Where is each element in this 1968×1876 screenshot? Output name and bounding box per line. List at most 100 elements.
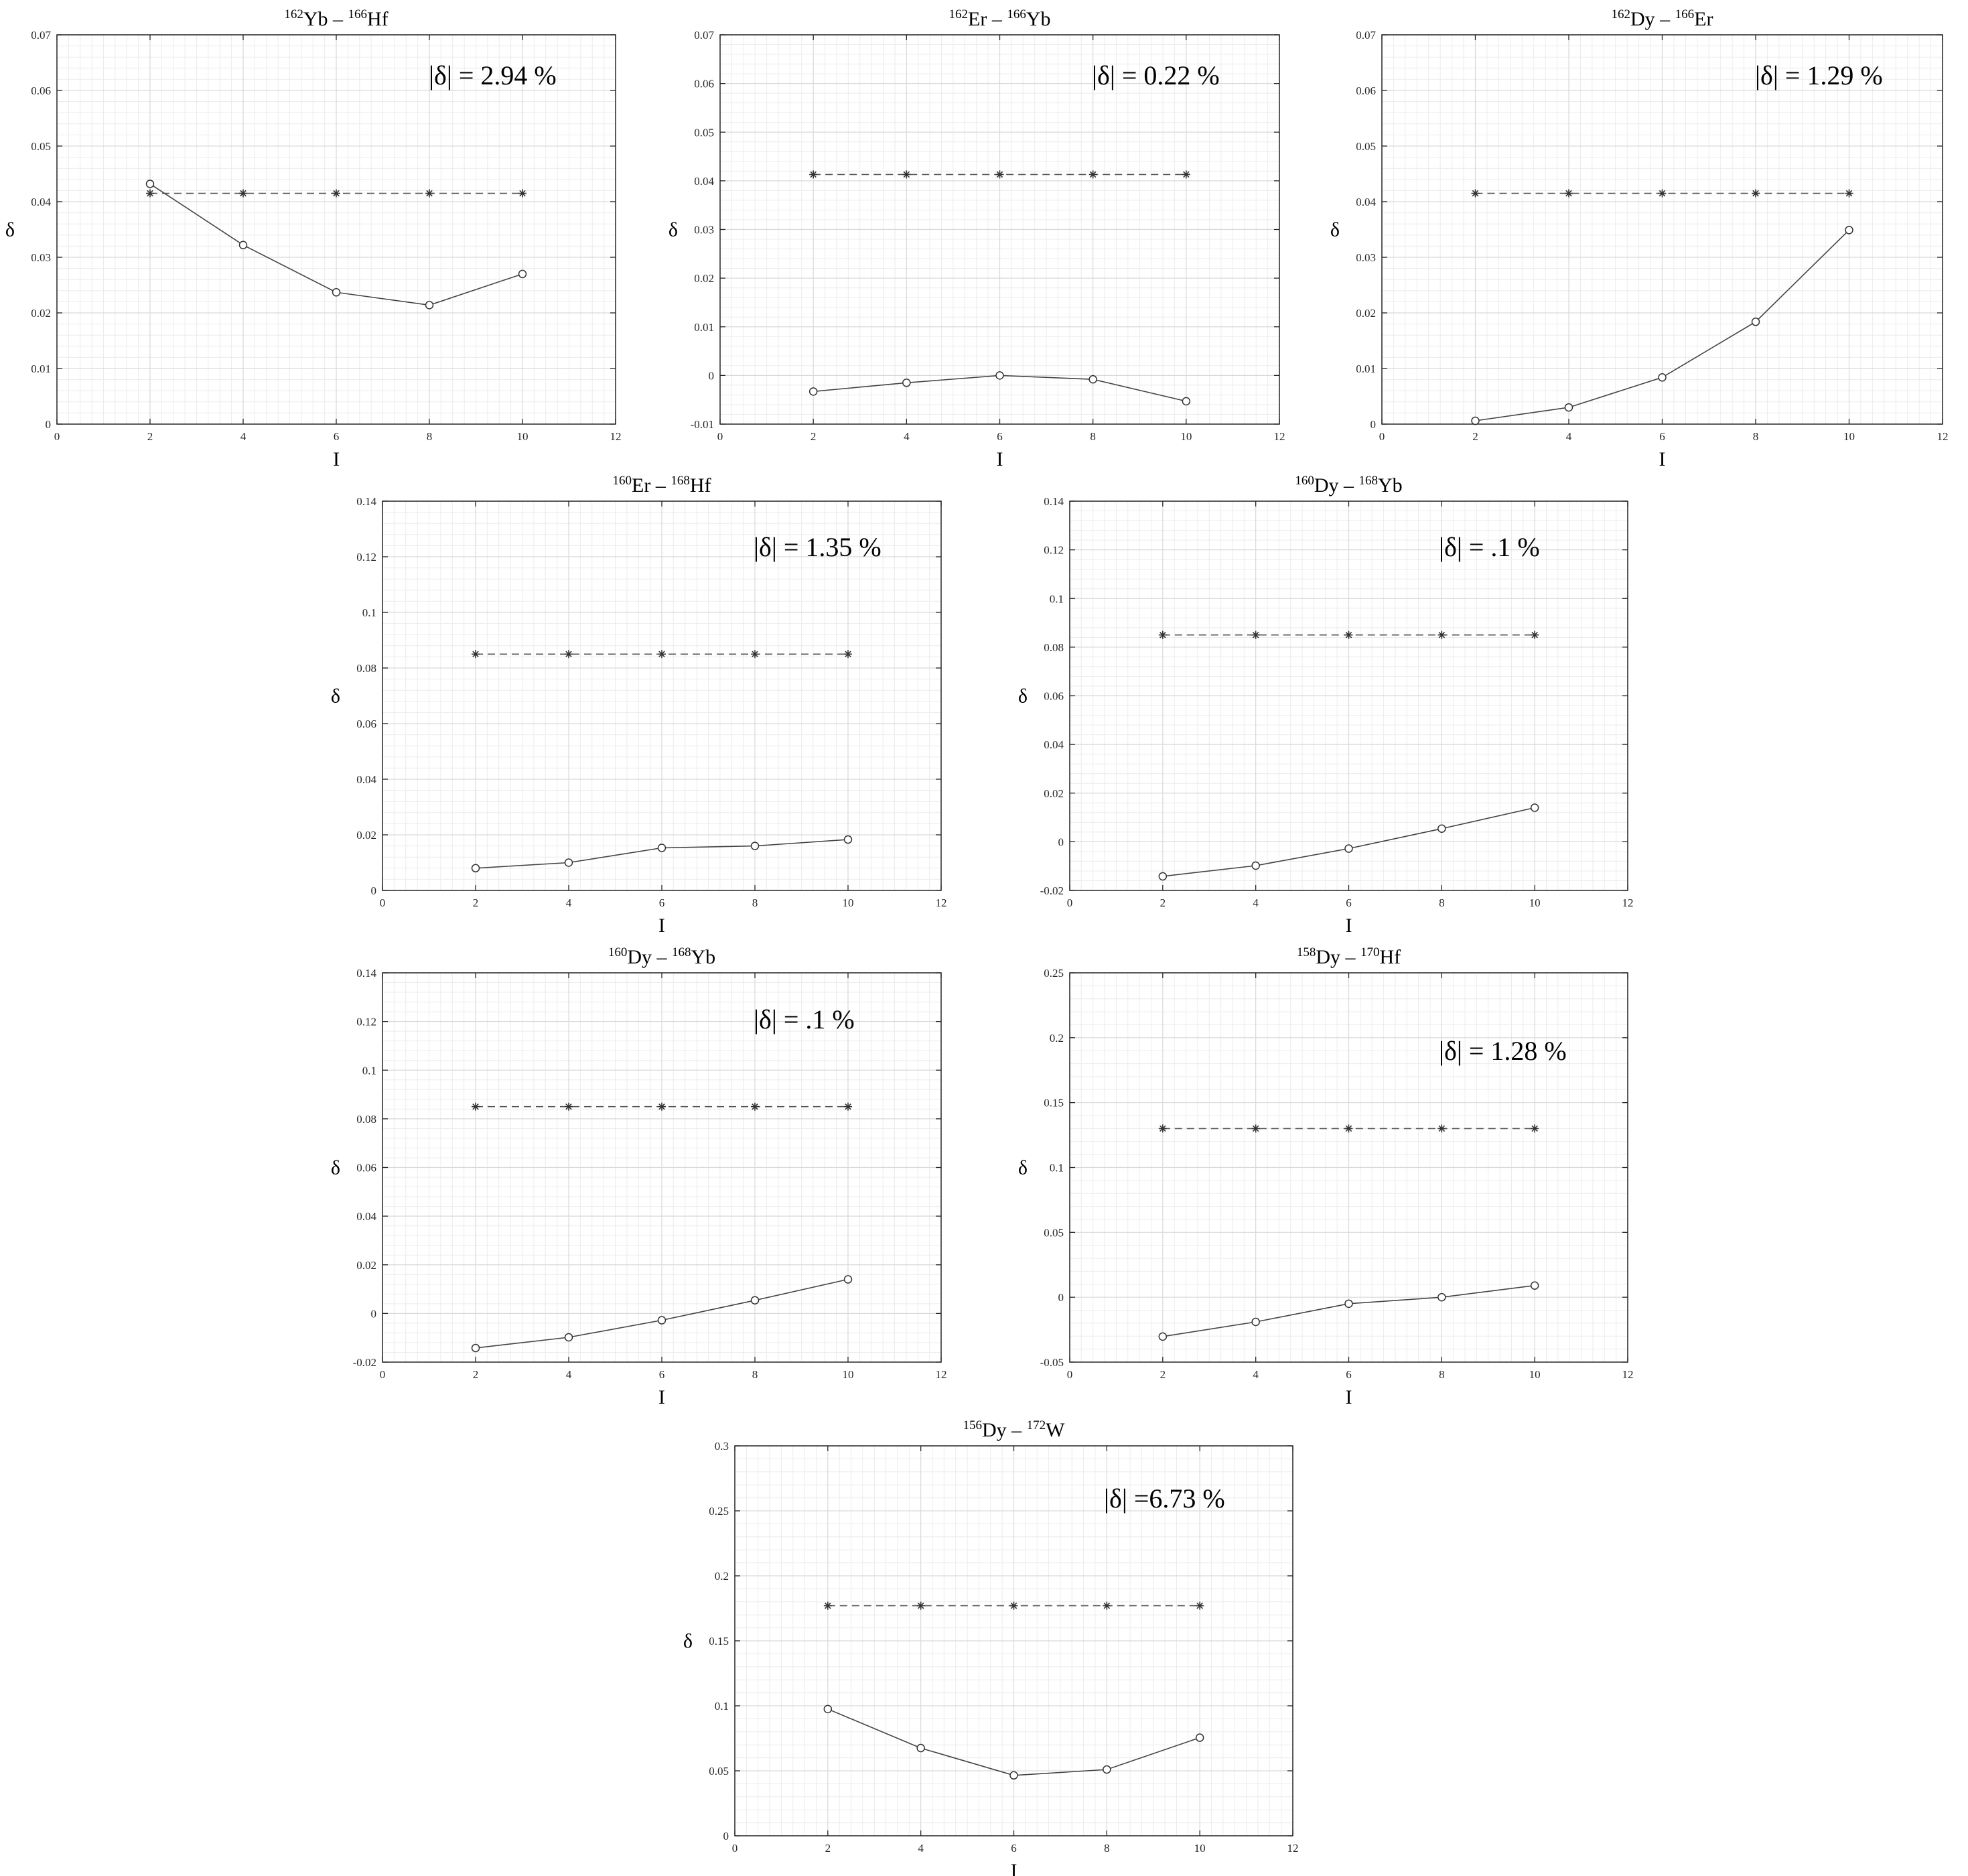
x-tick-label: 2: [147, 430, 153, 443]
star-marker: [751, 650, 759, 659]
x-tick-label: 6: [334, 430, 340, 443]
x-tick-label: 2: [811, 430, 817, 443]
x-tick-label: 0: [380, 896, 386, 909]
y-tick-label: 0.02: [694, 272, 714, 285]
y-tick-label: -0.02: [1040, 884, 1064, 897]
y-tick-label: 0.25: [709, 1505, 729, 1518]
y-tick-label: 0.03: [1356, 251, 1376, 264]
y-tick-label: 0: [723, 1830, 729, 1842]
x-tick-label: 12: [1937, 430, 1949, 443]
star-marker: [1437, 630, 1446, 639]
star-marker: [809, 170, 818, 179]
circle-marker: [1344, 1299, 1353, 1309]
y-tick-label: 0.05: [1356, 140, 1376, 153]
circle-marker: [145, 180, 155, 188]
x-tick-label: 12: [1622, 896, 1634, 909]
star-marker: [1565, 189, 1573, 198]
x-tick-label: 4: [918, 1842, 924, 1855]
star-marker: [658, 1102, 666, 1111]
y-tick-label: 0.05: [31, 140, 51, 153]
y-axis-label: δ: [683, 1630, 693, 1652]
x-tick-label: 0: [1379, 430, 1385, 443]
star-marker: [1182, 170, 1190, 179]
x-tick-label: 0: [1067, 896, 1073, 909]
x-tick-label: 4: [240, 430, 247, 443]
star-marker: [518, 189, 526, 198]
x-tick-label: 10: [1180, 430, 1192, 443]
star-marker: [565, 1102, 573, 1111]
y-tick-label: 0.01: [1356, 362, 1376, 375]
y-tick-label: 0.06: [356, 1162, 376, 1175]
circle-marker: [916, 1743, 925, 1753]
x-tick-label: 0: [380, 1368, 386, 1381]
circle-marker: [809, 387, 818, 396]
star-marker: [1531, 630, 1539, 639]
y-tick-label: -0.02: [353, 1356, 376, 1369]
circle-marker: [1158, 872, 1168, 881]
y-tick-label: 0.05: [1044, 1226, 1064, 1239]
star-marker: [239, 189, 247, 198]
series-reference: [146, 189, 526, 198]
y-tick-label: 0.02: [356, 829, 376, 842]
y-tick-label: 0.2: [1050, 1032, 1064, 1045]
y-axis-label: δ: [331, 685, 340, 708]
star-marker: [844, 1102, 852, 1111]
y-tick-label: 0.1: [362, 606, 376, 619]
star-marker: [332, 189, 340, 198]
delta-annotation: |δ| = 1.28 %: [1439, 1036, 1567, 1066]
circle-marker: [332, 288, 341, 297]
y-tick-label: 0.08: [356, 1113, 376, 1126]
delta-annotation: |δ| = 1.29 %: [1755, 60, 1883, 90]
y-tick-label: 0.01: [694, 321, 714, 334]
circle-marker: [750, 842, 760, 850]
x-tick-label: 12: [936, 1368, 947, 1381]
circle-marker: [518, 269, 527, 279]
series-calculated: [1471, 226, 1853, 425]
y-tick-label: 0.12: [1044, 544, 1064, 557]
star-marker: [1531, 1124, 1539, 1133]
x-tick-label: 4: [1566, 430, 1572, 443]
y-tick-label: 0: [1058, 1291, 1064, 1304]
chart-title: 160Dy – 168Yb: [1295, 474, 1402, 496]
circle-marker: [1182, 397, 1191, 406]
x-tick-label: 4: [566, 1368, 572, 1381]
y-tick-label: 0.1: [362, 1064, 376, 1077]
x-tick-label: 12: [610, 430, 622, 443]
series-calculated: [145, 180, 527, 310]
y-axis-label: δ: [1330, 219, 1340, 241]
y-tick-label: 0.03: [31, 251, 51, 264]
circle-marker: [843, 835, 853, 844]
circle-marker: [1437, 1292, 1446, 1302]
circle-marker: [1158, 1332, 1168, 1341]
series-reference: [472, 650, 852, 659]
x-tick-label: 8: [1753, 430, 1759, 443]
delta-annotation: |δ| = .1 %: [1439, 532, 1540, 562]
circle-marker: [238, 241, 248, 249]
delta-annotation: |δ| = 1.35 %: [754, 532, 882, 562]
y-tick-label: 0.06: [31, 84, 51, 97]
x-tick-label: 6: [1011, 1842, 1017, 1855]
y-tick-label: 0.03: [694, 224, 714, 237]
series-reference: [1158, 630, 1539, 639]
y-axis-label: δ: [5, 219, 15, 241]
chart-title: 156Dy – 172W: [963, 1418, 1066, 1441]
x-axis-label: I: [658, 915, 665, 937]
y-tick-label: 0.25: [1044, 967, 1064, 980]
y-tick-label: 0.1: [1050, 592, 1064, 605]
circle-marker: [1088, 375, 1097, 384]
series-calculated: [823, 1704, 1204, 1780]
circle-marker: [1845, 226, 1853, 234]
x-tick-label: 6: [659, 1368, 665, 1381]
chart-title: 162Yb – 166Hf: [284, 7, 388, 30]
y-tick-label: -0.05: [1040, 1356, 1064, 1369]
x-tick-label: 2: [473, 1368, 479, 1381]
star-marker: [1009, 1601, 1018, 1610]
circle-marker: [1251, 1317, 1260, 1327]
series-reference: [1471, 189, 1853, 198]
x-tick-label: 12: [936, 896, 947, 909]
star-marker: [1103, 1601, 1111, 1610]
star-marker: [1471, 189, 1480, 198]
y-tick-label: 0.04: [694, 175, 714, 188]
circle-marker: [471, 864, 480, 873]
